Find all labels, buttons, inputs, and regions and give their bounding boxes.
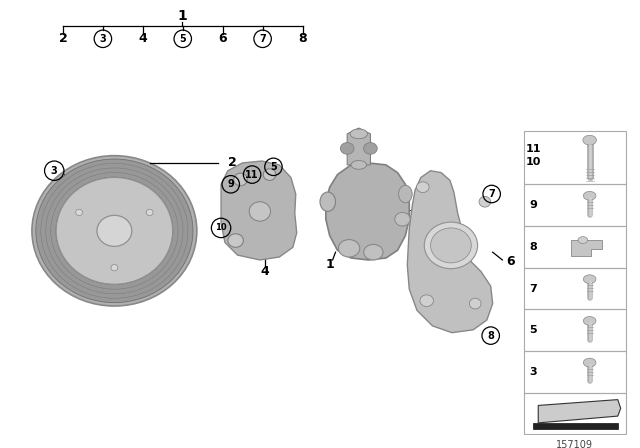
Text: 2: 2 — [228, 156, 237, 169]
Bar — [524, 393, 625, 434]
Text: 9: 9 — [227, 179, 234, 190]
Text: 5: 5 — [529, 325, 537, 335]
Ellipse shape — [364, 142, 377, 154]
Ellipse shape — [32, 155, 197, 306]
Text: 4: 4 — [260, 265, 269, 278]
Ellipse shape — [424, 222, 477, 269]
Ellipse shape — [364, 245, 383, 260]
Text: 6: 6 — [218, 32, 227, 45]
Ellipse shape — [420, 295, 433, 306]
Bar — [533, 423, 618, 429]
Ellipse shape — [234, 173, 247, 186]
Text: 11: 11 — [525, 144, 541, 154]
Text: 6: 6 — [506, 255, 515, 268]
Ellipse shape — [263, 169, 276, 181]
Bar — [524, 310, 625, 351]
Ellipse shape — [583, 191, 596, 200]
Ellipse shape — [479, 196, 491, 207]
Ellipse shape — [340, 142, 354, 154]
Text: 10: 10 — [215, 224, 227, 233]
Text: 10: 10 — [525, 157, 541, 168]
Text: 11: 11 — [245, 170, 259, 180]
Text: 7: 7 — [488, 189, 495, 199]
Text: 8: 8 — [298, 32, 307, 45]
Text: 5: 5 — [270, 162, 277, 172]
Polygon shape — [347, 128, 371, 165]
Ellipse shape — [249, 202, 271, 221]
Ellipse shape — [578, 237, 588, 243]
Polygon shape — [538, 400, 621, 423]
Bar — [524, 351, 625, 393]
Ellipse shape — [583, 135, 596, 145]
Ellipse shape — [228, 234, 243, 247]
Ellipse shape — [351, 160, 367, 169]
Ellipse shape — [36, 159, 193, 302]
Ellipse shape — [395, 212, 410, 226]
Ellipse shape — [339, 240, 360, 257]
Bar — [524, 226, 625, 268]
Ellipse shape — [417, 182, 429, 193]
Text: 7: 7 — [259, 34, 266, 44]
Bar — [524, 184, 625, 226]
Ellipse shape — [320, 192, 335, 211]
Bar — [524, 268, 625, 310]
Ellipse shape — [350, 129, 367, 139]
Ellipse shape — [111, 265, 118, 271]
Text: 9: 9 — [529, 200, 538, 210]
Ellipse shape — [399, 185, 412, 202]
Text: 3: 3 — [100, 34, 106, 44]
Bar — [524, 131, 625, 184]
Text: 1: 1 — [325, 258, 334, 271]
Ellipse shape — [147, 209, 153, 215]
Polygon shape — [326, 163, 409, 260]
Ellipse shape — [56, 177, 173, 284]
Text: 157109: 157109 — [556, 440, 593, 448]
Text: 8: 8 — [529, 242, 537, 252]
Text: 5: 5 — [179, 34, 186, 44]
Polygon shape — [221, 161, 297, 260]
Ellipse shape — [97, 215, 132, 246]
Ellipse shape — [583, 358, 596, 367]
Ellipse shape — [583, 275, 596, 284]
Text: 8: 8 — [487, 331, 494, 340]
Text: 7: 7 — [529, 284, 537, 293]
Text: 1: 1 — [177, 9, 187, 22]
Ellipse shape — [469, 298, 481, 309]
Ellipse shape — [431, 228, 471, 263]
Text: 2: 2 — [59, 32, 67, 45]
Text: 4: 4 — [138, 32, 147, 45]
Text: 3: 3 — [529, 367, 537, 377]
Text: 3: 3 — [51, 166, 58, 176]
Polygon shape — [572, 240, 602, 255]
Ellipse shape — [583, 317, 596, 325]
Ellipse shape — [76, 209, 83, 215]
Polygon shape — [407, 171, 493, 333]
